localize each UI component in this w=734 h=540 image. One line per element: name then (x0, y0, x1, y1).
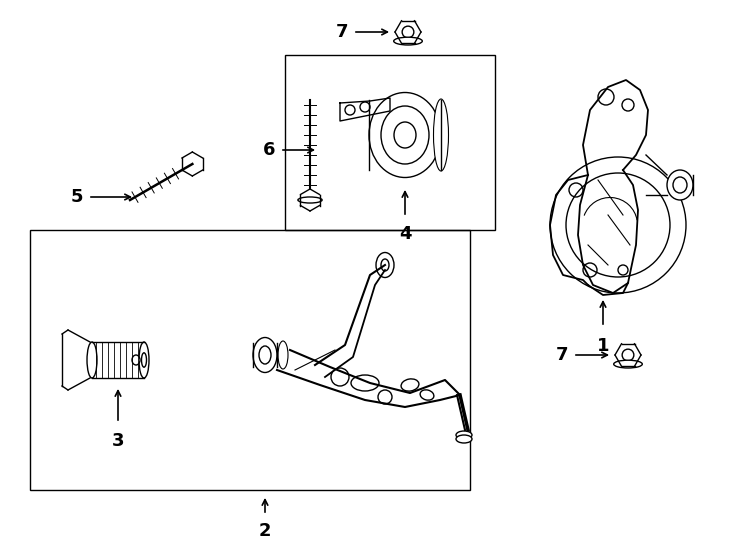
Text: 2: 2 (259, 522, 272, 540)
Ellipse shape (401, 379, 419, 391)
Text: 6: 6 (263, 141, 275, 159)
Ellipse shape (434, 99, 448, 171)
Text: 7: 7 (556, 346, 568, 364)
Ellipse shape (381, 259, 389, 271)
Circle shape (378, 390, 392, 404)
Ellipse shape (87, 342, 97, 378)
Ellipse shape (381, 106, 429, 164)
Ellipse shape (614, 360, 642, 368)
Ellipse shape (420, 390, 434, 400)
Text: 7: 7 (335, 23, 348, 41)
Text: 3: 3 (112, 432, 124, 450)
Ellipse shape (351, 375, 379, 391)
Ellipse shape (394, 122, 416, 148)
Text: 4: 4 (399, 225, 411, 243)
Ellipse shape (132, 355, 140, 365)
Circle shape (566, 173, 670, 277)
Ellipse shape (667, 170, 693, 200)
Ellipse shape (376, 253, 394, 278)
Ellipse shape (456, 435, 472, 443)
Circle shape (550, 157, 686, 293)
Ellipse shape (142, 353, 147, 367)
Ellipse shape (298, 197, 322, 203)
Ellipse shape (278, 341, 288, 369)
Text: 1: 1 (597, 337, 609, 355)
Bar (285, 55, 495, 230)
Ellipse shape (369, 92, 441, 178)
Ellipse shape (456, 431, 472, 439)
Bar (30, 230, 470, 490)
Ellipse shape (139, 342, 149, 378)
Text: 5: 5 (70, 188, 83, 206)
Circle shape (331, 368, 349, 386)
Ellipse shape (259, 346, 271, 364)
Ellipse shape (673, 177, 687, 193)
Ellipse shape (253, 338, 277, 373)
Ellipse shape (393, 37, 422, 45)
